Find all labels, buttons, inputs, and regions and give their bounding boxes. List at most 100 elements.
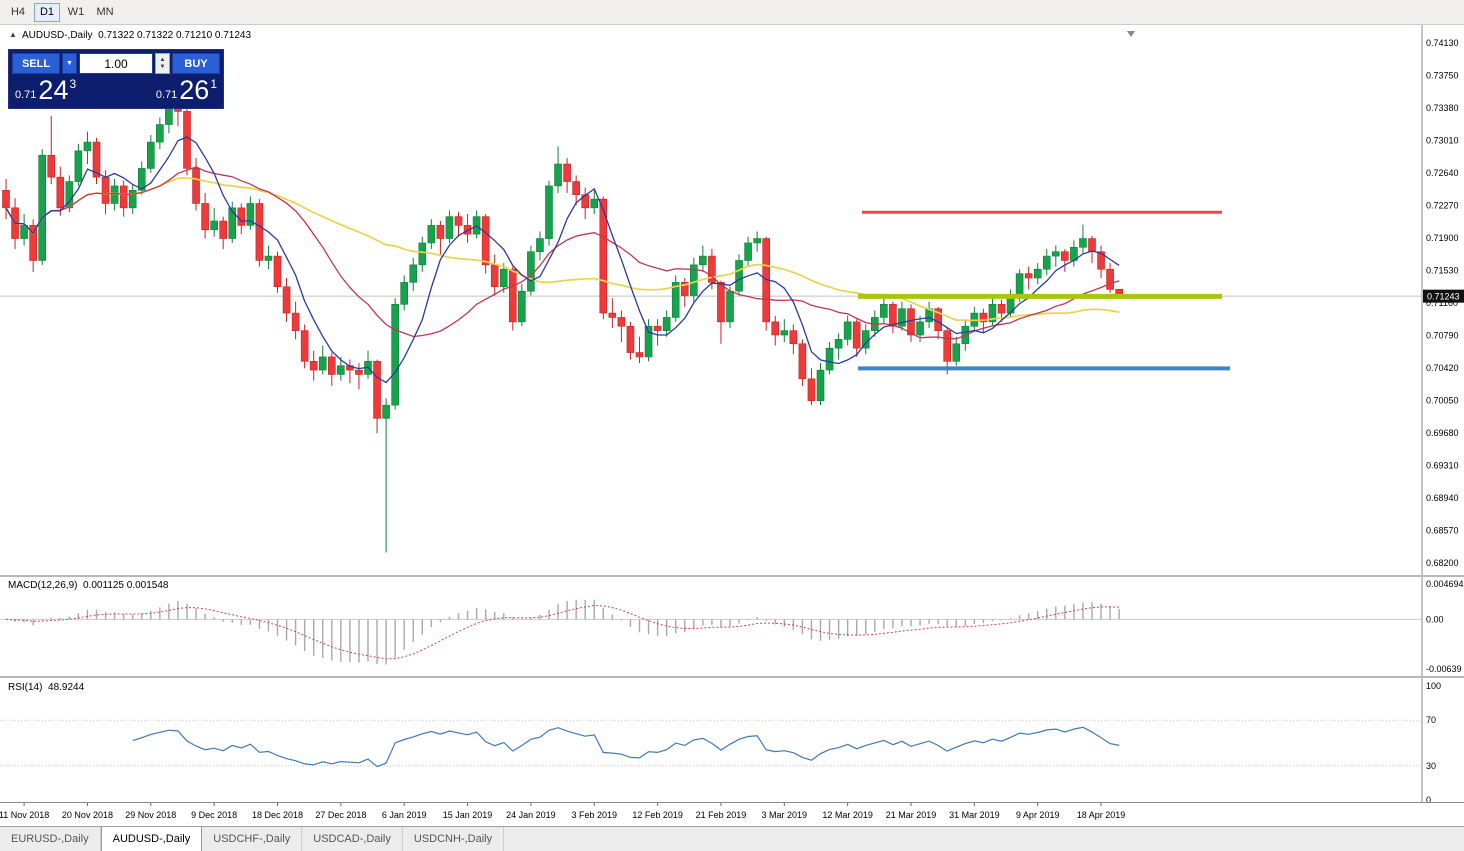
tab-eurusd-daily[interactable]: EURUSD-,Daily — [0, 827, 101, 851]
candle — [608, 312, 617, 318]
volume-dropdown-button[interactable]: ▼ — [62, 53, 77, 74]
macd-scale-label: -0.00639 — [1426, 664, 1462, 674]
scroll-position-marker-icon — [1127, 31, 1135, 37]
price-scale-label: 0.72270 — [1426, 201, 1459, 211]
macd-label: MACD(12,26,9) 0.001125 0.001548 — [8, 580, 169, 591]
rsi-canvas[interactable]: 100 70 30 0 — [0, 678, 1464, 805]
candle — [780, 330, 789, 336]
tf-button-h4[interactable]: H4 — [5, 3, 31, 22]
chart-ohlc-values: 0.71322 0.71322 0.71210 0.71243 — [98, 30, 252, 41]
candle — [708, 255, 716, 283]
candle — [617, 317, 626, 327]
candle — [391, 304, 399, 406]
price-scale-label: 0.73010 — [1426, 136, 1459, 146]
candle — [1106, 268, 1114, 290]
time-axis-label: 15 Jan 2019 — [443, 810, 493, 820]
sell-price-frac: 3 — [69, 77, 77, 91]
time-axis-label: 31 Mar 2019 — [949, 810, 1000, 820]
rsi-pane[interactable]: 100 70 30 0 — [0, 678, 1464, 805]
candle — [56, 176, 65, 209]
candle — [680, 282, 689, 296]
candle — [47, 154, 56, 178]
candle — [327, 356, 336, 375]
candle — [1061, 251, 1069, 261]
candle — [147, 141, 155, 169]
candle — [20, 225, 28, 239]
candle — [508, 268, 517, 323]
time-axis[interactable]: 11 Nov 2018 20 Nov 2018 29 Nov 2018 9 Dec 2… — [0, 803, 1464, 826]
candle — [653, 325, 662, 331]
candle — [771, 321, 780, 336]
volume-stepper[interactable]: ▲ ▼ — [155, 53, 170, 74]
candle — [1042, 255, 1051, 270]
rsi-scale-label: 70 — [1426, 715, 1436, 725]
candle — [382, 404, 390, 419]
buy-price-pips: 26 — [179, 75, 210, 105]
macd-scale-label: 0.004694 — [1426, 579, 1464, 589]
stepper-down-icon: ▼ — [159, 63, 166, 70]
rsi-value: 48.9244 — [48, 682, 85, 693]
price-scale-label: 0.72640 — [1426, 168, 1459, 178]
sell-price[interactable]: 0.71 24 3 — [12, 75, 79, 105]
macd-name: MACD(12,26,9) — [8, 580, 78, 591]
tf-button-mn[interactable]: MN — [92, 3, 118, 22]
axis-divider — [0, 802, 1464, 803]
candle — [563, 163, 571, 182]
time-axis-label: 18 Apr 2019 — [1077, 810, 1126, 820]
time-axis-label: 21 Mar 2019 — [886, 810, 937, 820]
buy-price-prefix: 0.71 — [155, 89, 178, 101]
candle — [572, 181, 580, 196]
volume-input[interactable] — [79, 53, 153, 74]
candle — [373, 361, 381, 419]
price-chart-pane[interactable]: 0.74130 0.73750 0.73380 0.73010 0.72640 0.722… — [0, 25, 1464, 575]
pane-divider[interactable] — [0, 575, 1464, 577]
candle — [662, 317, 671, 331]
candle — [898, 308, 906, 327]
sell-button[interactable]: SELL — [12, 53, 60, 74]
macd-scale-label: 0.00 — [1426, 614, 1444, 624]
rsi-label: RSI(14) 48.9244 — [8, 682, 84, 693]
tab-usdcnh-daily[interactable]: USDCNH-,Daily — [403, 827, 505, 851]
price-scale-label: 0.69310 — [1426, 461, 1459, 471]
one-click-panel-toggle-icon[interactable]: ▲ — [9, 30, 17, 39]
price-scale-label: 0.70050 — [1426, 396, 1459, 406]
time-axis-label: 21 Feb 2019 — [696, 810, 747, 820]
candle — [735, 260, 743, 292]
candle — [825, 347, 834, 371]
candle — [988, 304, 997, 323]
candle — [92, 141, 101, 178]
pane-divider[interactable] — [0, 676, 1464, 678]
tf-button-w1[interactable]: W1 — [63, 3, 89, 22]
time-axis-label: 29 Nov 2018 — [125, 810, 176, 820]
price-scale-label: 0.71900 — [1426, 233, 1459, 243]
candle — [789, 330, 798, 345]
price-chart-canvas[interactable]: 0.74130 0.73750 0.73380 0.73010 0.72640 0.722… — [0, 25, 1464, 575]
candle — [291, 312, 300, 331]
macd-pane[interactable]: 0.004694 0.00 -0.00639 — [0, 577, 1464, 676]
candle — [427, 225, 436, 244]
candle — [1024, 273, 1033, 279]
time-axis-canvas: 11 Nov 2018 20 Nov 2018 29 Nov 2018 9 Dec 2… — [0, 803, 1126, 820]
candle — [699, 255, 707, 266]
svg-text:0.71243: 0.71243 — [1427, 292, 1460, 302]
price-scale-label: 0.73750 — [1426, 71, 1459, 81]
candle — [527, 251, 535, 292]
time-axis-label: 9 Apr 2019 — [1016, 810, 1060, 820]
candle — [156, 124, 164, 143]
candle — [454, 216, 463, 226]
candle — [273, 255, 282, 288]
buy-price[interactable]: 0.71 26 1 — [153, 75, 220, 105]
candle — [671, 282, 680, 318]
buy-button[interactable]: BUY — [172, 53, 220, 74]
one-click-trading-panel: SELL ▼ ▲ ▼ BUY 0.71 24 3 0.71 26 1 — [8, 49, 224, 109]
macd-canvas[interactable]: 0.004694 0.00 -0.00639 — [0, 577, 1464, 676]
time-axis-label: 24 Jan 2019 — [506, 810, 556, 820]
candle — [481, 216, 490, 266]
time-axis-label: 27 Dec 2018 — [315, 810, 366, 820]
tab-usdchf-daily[interactable]: USDCHF-,Daily — [202, 827, 303, 851]
candle — [726, 290, 734, 323]
candle — [807, 378, 816, 402]
tab-audusd-daily[interactable]: AUDUSD-,Daily — [100, 827, 203, 851]
tf-button-d1[interactable]: D1 — [34, 2, 60, 22]
tab-usdcad-daily[interactable]: USDCAD-,Daily — [302, 827, 403, 851]
